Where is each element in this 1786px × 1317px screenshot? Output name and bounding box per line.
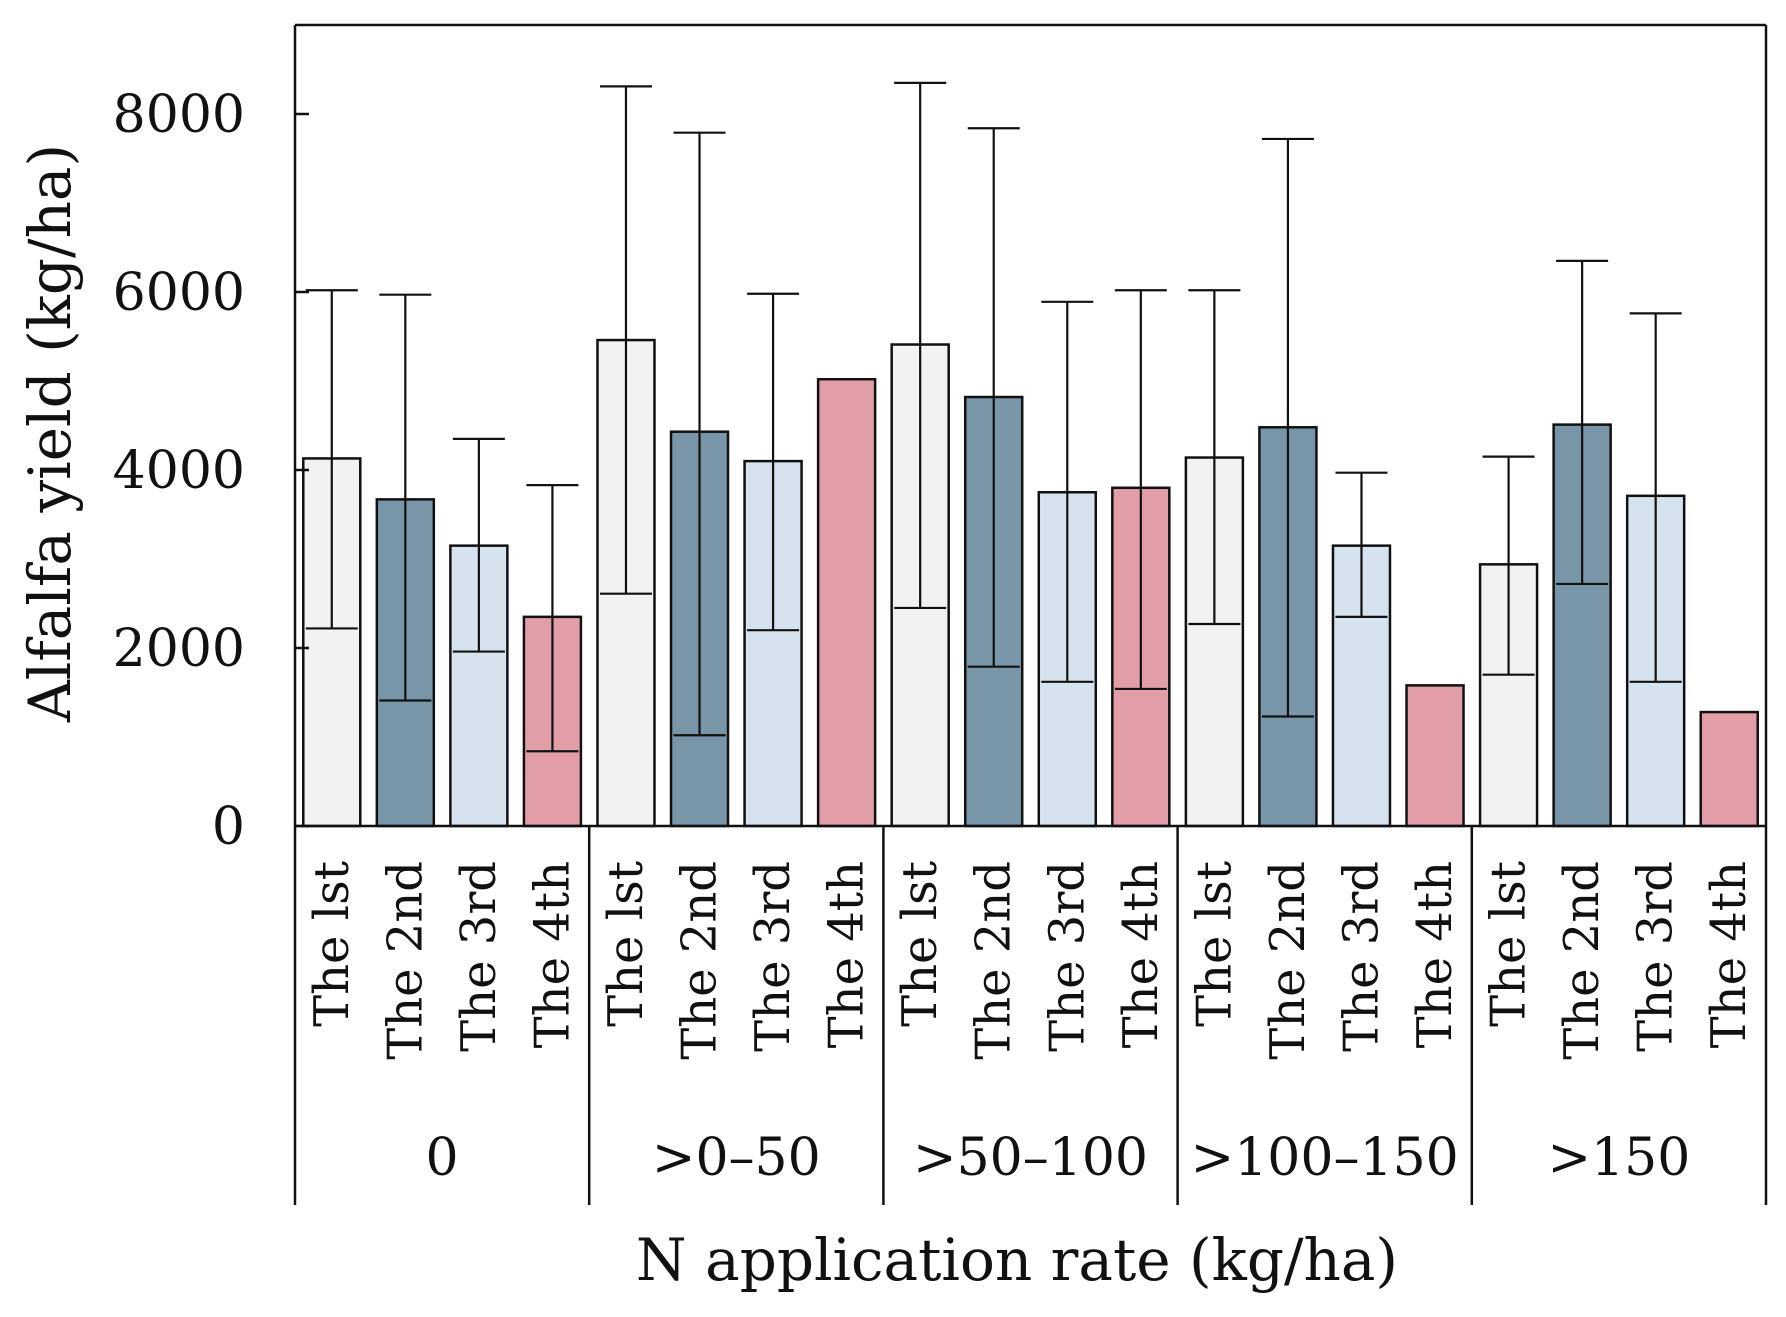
category-label: The 4th <box>1701 861 1757 1048</box>
category-label: The lst <box>892 861 948 1027</box>
y-tick-label: 4000 <box>113 441 245 501</box>
category-label: The 2nd <box>672 861 728 1060</box>
y-tick-label: 8000 <box>113 85 245 145</box>
bar <box>1552 423 1612 828</box>
category-label: The lst <box>304 861 360 1027</box>
plot-frame <box>293 23 1768 1205</box>
category-label: The 3rd <box>1628 861 1684 1052</box>
category-label: The 2nd <box>1260 861 1316 1060</box>
category-label: The 4th <box>524 861 580 1048</box>
y-axis-title: Alfalfa yield (kg/ha) <box>16 144 84 723</box>
bar <box>1699 710 1759 828</box>
bar <box>816 377 877 828</box>
y-tick-label: 0 <box>212 797 245 857</box>
category-label: The 3rd <box>745 861 801 1052</box>
category-label: The 3rd <box>1039 861 1095 1052</box>
bar <box>1405 684 1465 828</box>
category-label: The 2nd <box>1554 861 1610 1060</box>
group-label: >50–100 <box>913 1128 1148 1188</box>
category-label: The 3rd <box>1333 861 1389 1052</box>
x-group-labels: 0 >0–50 >50–100 >100–150 >150 <box>426 1128 1691 1188</box>
category-label: The lst <box>598 861 654 1027</box>
group-label: >0–50 <box>652 1128 821 1188</box>
x-axis-title: N application rate (kg/ha) <box>636 1226 1398 1294</box>
y-axis: 0 2000 4000 6000 8000 <box>113 85 309 857</box>
category-label: The lst <box>1186 861 1242 1027</box>
category-label: The 4th <box>1113 861 1169 1048</box>
y-tick-label: 2000 <box>113 619 245 679</box>
category-label: The 2nd <box>966 861 1022 1060</box>
category-label: The 2nd <box>377 861 433 1060</box>
x-category-labels: The lst The 2nd The 3rd The 4th The lst The 2… <box>304 861 1757 1060</box>
group-label: >100–150 <box>1191 1128 1459 1188</box>
category-label: The 4th <box>819 861 875 1048</box>
category-label: The 4th <box>1407 861 1463 1048</box>
category-label: The lst <box>1481 861 1537 1027</box>
group-label: 0 <box>426 1128 459 1188</box>
bars-layer <box>302 81 1759 828</box>
y-tick-label: 6000 <box>113 263 245 323</box>
category-label: The 3rd <box>451 861 507 1052</box>
group-label: >150 <box>1547 1128 1690 1188</box>
